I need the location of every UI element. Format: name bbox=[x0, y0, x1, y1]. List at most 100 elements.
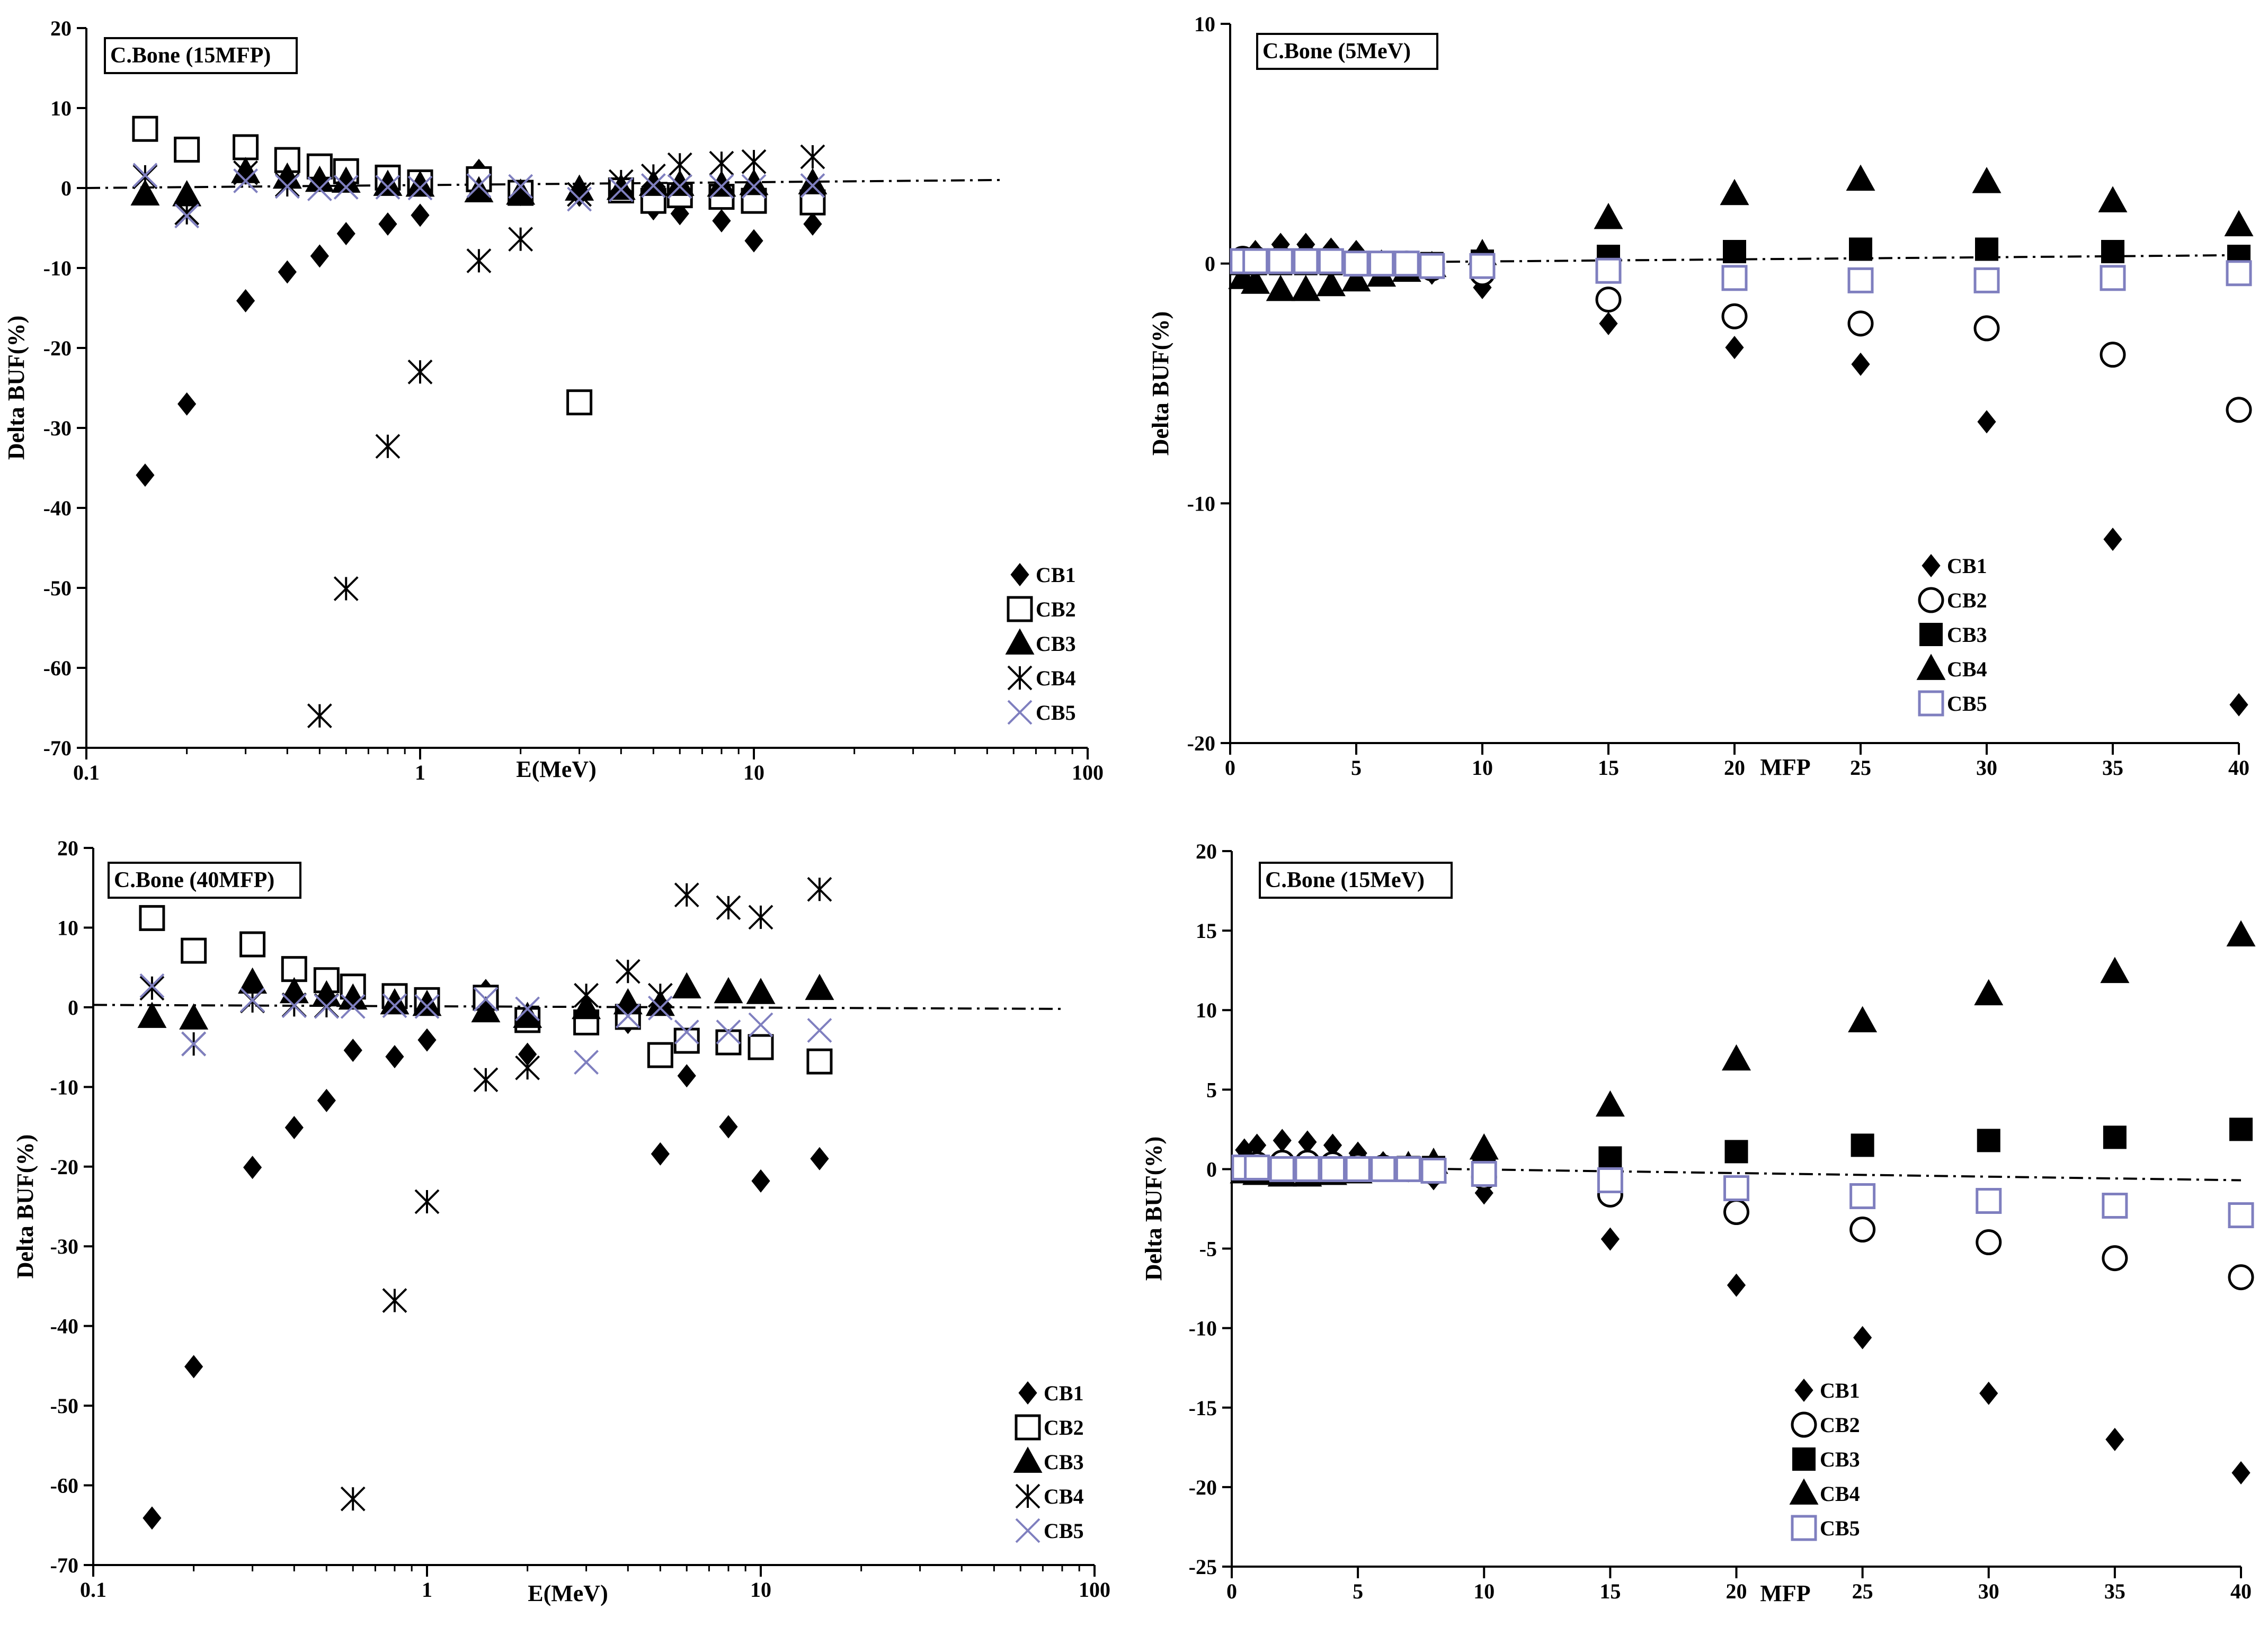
data-point-CB4 bbox=[741, 149, 767, 174]
data-point-CB5 bbox=[1267, 248, 1294, 274]
data-point-CB5 bbox=[674, 1020, 699, 1044]
legend: CB1 CB2 CB3 CB4 CB5 bbox=[1789, 1379, 1860, 1541]
y-tick-label: -20 bbox=[50, 1155, 78, 1179]
y-tick-label: -70 bbox=[50, 1553, 78, 1577]
data-point-CB3 bbox=[1723, 240, 1746, 264]
data-point-CB4 bbox=[807, 877, 832, 902]
data-point-CB1 bbox=[284, 1116, 304, 1140]
data-point-CB2 bbox=[748, 1034, 774, 1060]
x-tick-label: 0 bbox=[1225, 756, 1235, 780]
data-point-CB4 bbox=[174, 200, 200, 226]
data-point-CB3 bbox=[238, 967, 268, 994]
x-tick-label: 35 bbox=[2102, 756, 2123, 780]
data-point-CB1 bbox=[712, 209, 731, 233]
data-point-CB5 bbox=[1242, 248, 1269, 274]
reference-line bbox=[86, 178, 1001, 189]
y-tick-label: -5 bbox=[1199, 1237, 1217, 1261]
y-tick-label: 20 bbox=[50, 16, 72, 40]
x-tick-label: 35 bbox=[2104, 1579, 2125, 1603]
data-point-CB3 bbox=[1851, 1133, 1874, 1157]
data-point-CB1 bbox=[143, 1506, 162, 1530]
legend-marker-CB2 bbox=[1791, 1411, 1817, 1438]
data-point-CB1 bbox=[411, 203, 430, 227]
chart-title: C.Bone (40MFP) bbox=[114, 868, 274, 892]
data-point-CB4 bbox=[1341, 265, 1371, 292]
data-point-CB5 bbox=[1395, 1156, 1421, 1182]
data-point-CB5 bbox=[608, 177, 634, 202]
data-point-CB1 bbox=[136, 463, 155, 487]
data-point-CB1 bbox=[184, 1355, 203, 1379]
data-point-CB5 bbox=[1370, 1156, 1397, 1182]
x-tick-label: 20 bbox=[1724, 756, 1745, 780]
data-point-CB5 bbox=[641, 173, 666, 198]
data-point-CB3 bbox=[805, 973, 834, 1000]
data-point-CB5 bbox=[181, 1031, 207, 1057]
x-tick-label: 5 bbox=[1351, 756, 1362, 780]
data-point-CB2 bbox=[2100, 342, 2126, 368]
legend-marker-CB3 bbox=[1792, 1447, 1816, 1471]
data-point-CB2 bbox=[239, 931, 266, 958]
data-point-CB5 bbox=[1244, 1154, 1270, 1181]
x-tick-label: 40 bbox=[2230, 1579, 2252, 1603]
data-point-CB5 bbox=[748, 1012, 773, 1038]
data-point-CB2 bbox=[647, 1042, 673, 1068]
data-point-CB1 bbox=[1323, 1133, 1342, 1157]
data-point-CB1 bbox=[1727, 1273, 1746, 1297]
data-point-CB4 bbox=[1316, 270, 1346, 297]
data-point-CB5 bbox=[515, 996, 540, 1022]
data-point-CB5 bbox=[647, 995, 673, 1021]
data-point-CB4 bbox=[340, 1486, 366, 1512]
y-tick-label: -50 bbox=[43, 576, 72, 600]
legend-label: CB4 bbox=[1036, 666, 1076, 690]
data-point-CB1 bbox=[2231, 1461, 2251, 1485]
data-point-CB4 bbox=[1848, 1006, 1878, 1033]
y-tick-label: -30 bbox=[50, 1235, 78, 1258]
data-point-CB5 bbox=[1721, 265, 1748, 291]
data-point-CB2 bbox=[1976, 1229, 2002, 1256]
data-point-CB5 bbox=[281, 993, 307, 1018]
data-point-CB4 bbox=[132, 164, 158, 190]
data-point-CB3 bbox=[506, 178, 536, 205]
data-point-CB2 bbox=[1849, 1217, 1876, 1243]
data-point-CB1 bbox=[243, 1156, 262, 1179]
x-tick-label: 1 bbox=[415, 761, 425, 784]
legend-label: CB5 bbox=[1947, 692, 1987, 716]
y-axis-title: Delta BUF(%) bbox=[1148, 311, 1173, 456]
data-point-CB4 bbox=[800, 144, 825, 169]
y-axis-title: Delta BUF(%) bbox=[3, 316, 29, 460]
data-point-CB4 bbox=[716, 895, 741, 920]
data-point-CB5 bbox=[800, 173, 825, 198]
y-tick-label: 10 bbox=[57, 916, 78, 940]
data-point-CB3 bbox=[739, 168, 769, 195]
x-axis-title: E(MeV) bbox=[516, 756, 597, 782]
x-tick-label: 15 bbox=[1598, 756, 1619, 780]
data-point-CB4 bbox=[274, 172, 300, 198]
y-tick-label: -25 bbox=[1189, 1555, 1217, 1579]
y-tick-label: 15 bbox=[1196, 919, 1217, 943]
data-point-CB4 bbox=[1722, 1044, 1751, 1071]
data-point-CB5 bbox=[240, 987, 265, 1013]
data-point-CB3 bbox=[380, 988, 410, 1015]
legend-marker-CB4 bbox=[1916, 654, 1946, 680]
y-tick-label: -50 bbox=[50, 1394, 78, 1418]
data-point-CB5 bbox=[1849, 1183, 1876, 1209]
data-point-CB1 bbox=[751, 1169, 770, 1193]
data-point-CB5 bbox=[567, 186, 592, 212]
data-point-CB3 bbox=[1849, 237, 1872, 261]
y-tick-label: 10 bbox=[1194, 12, 1215, 36]
data-point-CB4 bbox=[1241, 267, 1270, 294]
x-tick-label: 10 bbox=[750, 1578, 771, 1602]
y-tick-label: 10 bbox=[50, 96, 72, 120]
x-tick-label: 5 bbox=[1353, 1579, 1363, 1603]
x-tick-label: 25 bbox=[1850, 756, 1871, 780]
legend-label: CB5 bbox=[1820, 1516, 1860, 1540]
data-point-CB1 bbox=[1273, 1129, 1292, 1152]
legend-marker-CB5 bbox=[1791, 1515, 1817, 1541]
data-point-CB4 bbox=[1846, 164, 1875, 191]
legend-label: CB2 bbox=[1947, 588, 1987, 612]
legend-label: CB3 bbox=[1036, 632, 1076, 656]
legend-label: CB5 bbox=[1044, 1519, 1084, 1543]
data-point-CB3 bbox=[373, 169, 403, 196]
data-point-CB5 bbox=[615, 1004, 641, 1029]
